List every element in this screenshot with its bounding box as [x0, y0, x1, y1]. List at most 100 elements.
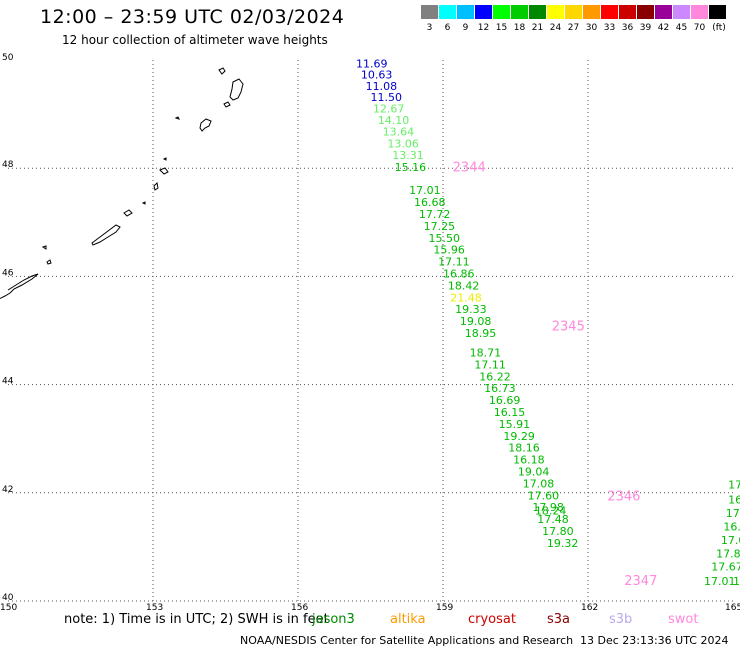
legend-label: 42: [657, 23, 670, 33]
wave-height-value: 17.98: [532, 501, 564, 514]
wave-height-value: 17.85: [716, 548, 740, 561]
wave-height-value: 13.06: [387, 138, 419, 151]
footer-note: note: 1) Time is in UTC; 2) SWH is in fe…: [64, 612, 329, 627]
track-time-label: 2346: [607, 489, 640, 504]
wave-height-value: 16.15: [494, 406, 526, 419]
satellite-label: s3a: [547, 612, 571, 627]
altimeter-track-values: 11.6910.6311.0811.5012.6714.1013.6413.06…: [356, 58, 740, 588]
wave-height-value: 17.3: [726, 507, 740, 520]
legend-label: 21: [531, 23, 544, 33]
wave-height-value: 17.: [728, 478, 740, 491]
island-shape: [91, 224, 121, 246]
satellite-label: s3b: [609, 612, 633, 627]
legend-swatch: [511, 5, 528, 19]
lat-tick-label: 50: [2, 53, 14, 63]
legend-label: 70: [693, 23, 706, 33]
map-grid: [8, 60, 733, 602]
track-time-label: 2345: [552, 320, 585, 335]
island-shape: [162, 157, 167, 161]
island-shape: [174, 116, 180, 120]
legend-label: 3: [426, 23, 433, 33]
legend-swatch: [529, 5, 546, 19]
legend-swatch: [547, 5, 564, 19]
wave-height-value: 17.01: [409, 184, 441, 197]
wave-height-value: 17.11: [438, 256, 470, 269]
legend-swatch: [601, 5, 618, 19]
legend-label: 15: [495, 23, 508, 33]
legend-label: 45: [675, 23, 688, 33]
wave-height-value: 17: [733, 575, 740, 588]
wave-height-value: 17.01: [704, 575, 736, 588]
lat-tick-label: 44: [2, 377, 14, 387]
wave-height-value: 11.69: [356, 58, 388, 71]
legend-label: 24: [549, 23, 562, 33]
wave-height-value: 16.69: [489, 394, 520, 407]
wave-height-value: 17.07: [721, 534, 740, 547]
generated-timestamp: 13 Dec 23:13:36 UTC 2024: [580, 634, 729, 647]
wave-height-value: 17.11: [474, 358, 506, 371]
wave-height-value: 12.67: [373, 102, 405, 115]
wave-height-value: 16.22: [479, 370, 511, 383]
legend-label: 27: [567, 23, 580, 33]
wave-height-value: 15.50: [429, 232, 461, 245]
coastline-islands: [0, 67, 244, 300]
legend-swatch: [475, 5, 492, 19]
wave-height-value: 18.95: [465, 327, 497, 340]
island-shape: [199, 118, 212, 132]
legend-swatch: [583, 5, 600, 19]
wave-height-value: 15.91: [499, 418, 531, 431]
legend-swatch: [691, 5, 708, 19]
island-shape: [153, 181, 159, 191]
lon-tick-label: 156: [291, 603, 308, 613]
lon-tick-label: 162: [581, 603, 598, 613]
wave-height-value: 17.08: [523, 477, 555, 490]
legend-unit: (ft): [712, 23, 726, 33]
wave-height-value: 11.08: [366, 80, 398, 93]
lat-tick-label: 40: [2, 593, 14, 603]
wave-height-value: 13.31: [392, 149, 424, 162]
legend-swatch: [619, 5, 636, 19]
island-shape: [123, 209, 133, 217]
lat-tick-label: 42: [2, 485, 13, 495]
legend-label: 36: [621, 23, 634, 33]
wave-height-value: 16.18: [513, 454, 545, 467]
wave-height-value: 16.8: [723, 521, 740, 534]
lon-tick-label: 159: [436, 603, 453, 613]
track-time-marks: 2344 2345 2346 2347: [453, 160, 658, 588]
wave-height-value: 16.: [728, 494, 740, 507]
grid-tick-labels: 150 153 156 159 162 165 50 48 46 44 42 40: [0, 53, 740, 613]
wave-height-value: 19.08: [460, 315, 492, 328]
legend-label: 12: [477, 23, 490, 33]
legend-swatch: [493, 5, 510, 19]
legend-swatch: [439, 5, 456, 19]
coast-peninsula: [0, 273, 39, 300]
legend-swatch: [709, 5, 726, 19]
wave-height-value: 18.24: [535, 504, 567, 517]
page-title: 12:00 – 23:59 UTC 02/03/2024: [40, 6, 345, 28]
wave-height-value: 17.25: [424, 220, 456, 233]
satellite-label: jason3: [312, 612, 355, 627]
wave-height-value: 19.04: [518, 465, 550, 478]
island-shape: [229, 78, 244, 101]
island-shape: [141, 201, 146, 205]
wave-height-value: 21.48: [450, 291, 482, 304]
legend-swatch: [565, 5, 582, 19]
wave-height-value: 18.71: [470, 346, 502, 359]
wave-height-value: 17.72: [419, 208, 451, 221]
lon-tick-label: 153: [146, 603, 163, 613]
wave-height-value: 19.33: [455, 303, 487, 316]
legend-label: 39: [639, 23, 652, 33]
island-shape: [46, 259, 52, 265]
legend-label: 6: [444, 23, 451, 33]
wave-height-value: 11.50: [371, 91, 403, 104]
wave-height-value: 17.80: [542, 525, 574, 538]
island-shape: [223, 101, 231, 108]
legend-swatch: [673, 5, 690, 19]
wave-height-value: 10.63: [361, 68, 393, 81]
wave-height-value: 16.86: [443, 267, 475, 280]
island-shape: [218, 67, 226, 75]
island-shape: [159, 167, 169, 175]
credit-line: NOAA/NESDIS Center for Satellite Applica…: [240, 634, 574, 647]
legend-swatch: [655, 5, 672, 19]
